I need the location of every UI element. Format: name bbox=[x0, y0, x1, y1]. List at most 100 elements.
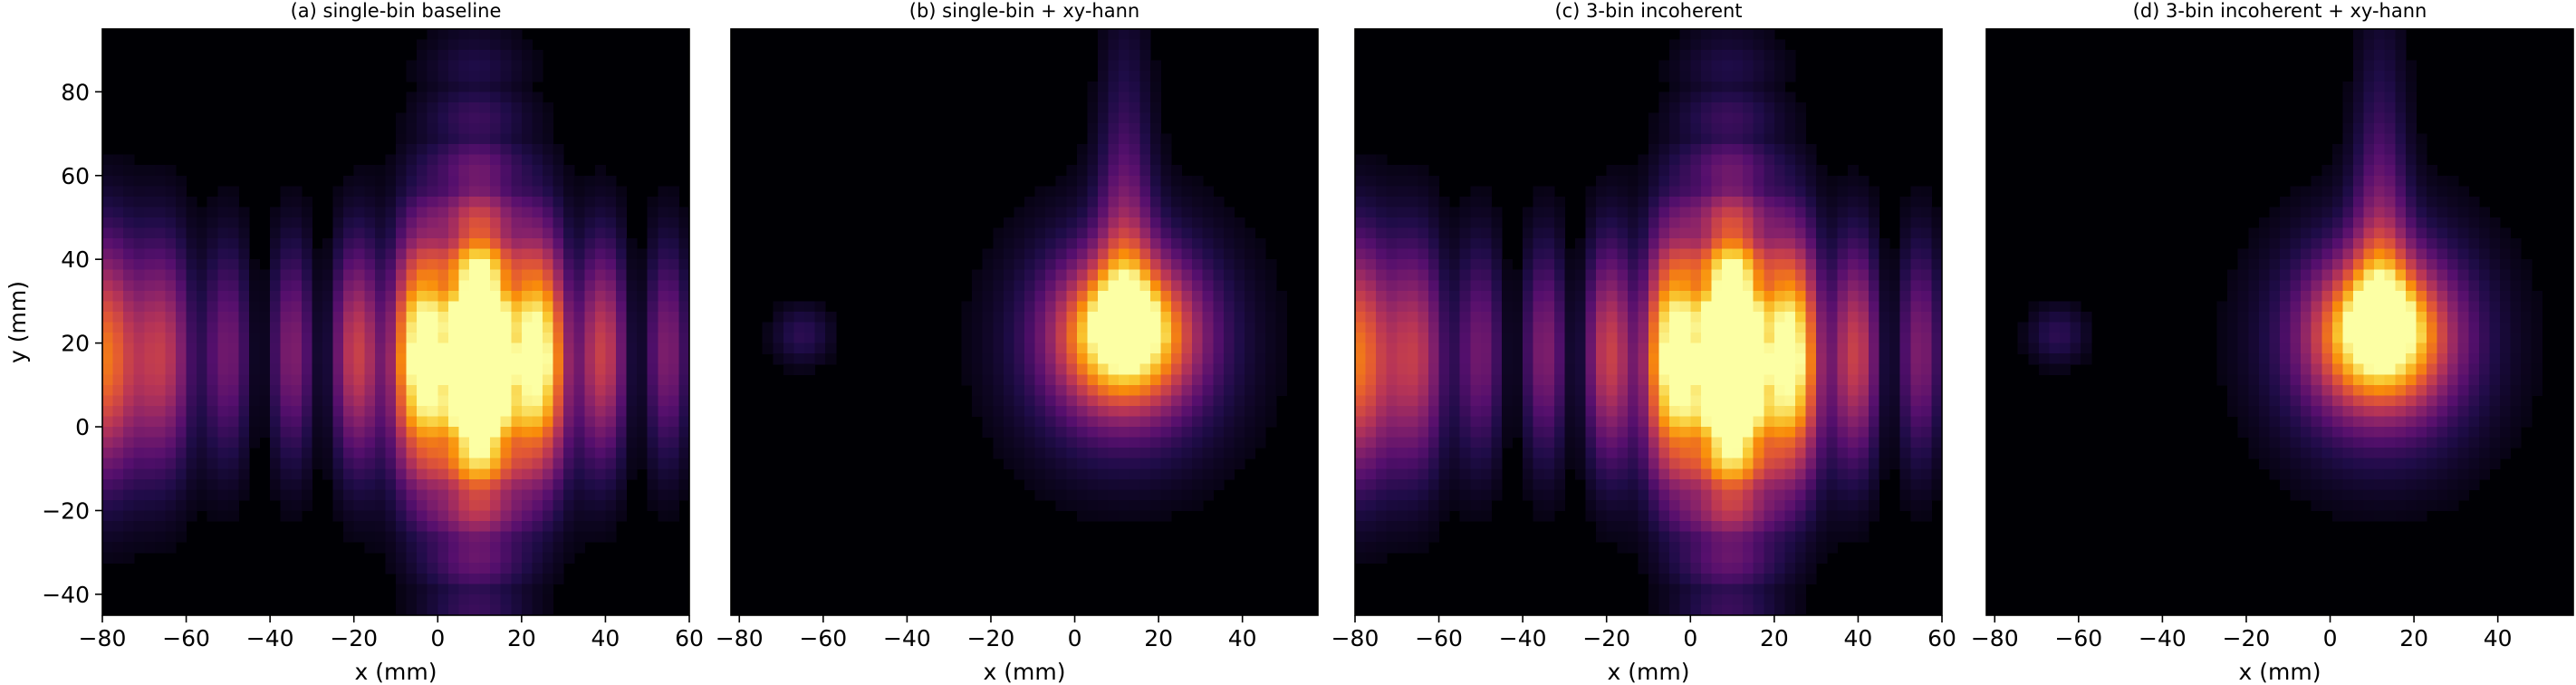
heatmap-cell bbox=[1045, 290, 1057, 302]
heatmap-cell bbox=[1055, 227, 1067, 239]
heatmap-cell bbox=[364, 521, 376, 533]
heatmap-cell bbox=[532, 165, 543, 177]
heatmap-cell bbox=[1826, 468, 1838, 480]
heatmap-cell bbox=[437, 542, 449, 554]
heatmap-cell bbox=[1784, 395, 1796, 407]
heatmap-cell bbox=[1795, 593, 1807, 606]
heatmap-cell bbox=[658, 395, 669, 407]
heatmap-cell bbox=[1192, 217, 1204, 229]
heatmap-cell bbox=[479, 217, 491, 229]
heatmap-cell bbox=[112, 207, 124, 218]
heatmap-cell bbox=[1045, 322, 1057, 333]
heatmap-cell bbox=[594, 342, 607, 354]
heatmap-cell bbox=[1679, 416, 1691, 428]
heatmap-cell bbox=[102, 154, 114, 166]
heatmap-cell bbox=[1129, 101, 1140, 114]
heatmap-cell bbox=[1512, 374, 1523, 386]
heatmap-cell bbox=[217, 186, 229, 198]
heatmap-cell bbox=[165, 186, 177, 198]
heatmap-cell bbox=[490, 542, 502, 554]
heatmap-cell bbox=[1690, 405, 1702, 418]
heatmap-cell bbox=[1129, 437, 1140, 449]
heatmap-cell bbox=[1234, 342, 1245, 354]
heatmap-cell bbox=[1386, 521, 1398, 533]
heatmap-cell bbox=[385, 280, 397, 292]
heatmap-cell bbox=[1470, 395, 1482, 407]
heatmap-cell bbox=[123, 405, 135, 418]
heatmap-cell bbox=[1055, 478, 1067, 490]
heatmap-cell bbox=[280, 405, 292, 418]
heatmap-cell bbox=[1024, 333, 1036, 344]
heatmap-cell bbox=[1098, 29, 1110, 41]
heatmap-cell bbox=[1669, 196, 1681, 208]
heatmap-cell bbox=[1606, 437, 1618, 449]
heatmap-cell bbox=[1014, 248, 1025, 260]
heatmap-cell bbox=[521, 563, 533, 574]
heatmap-cell bbox=[1764, 186, 1775, 198]
heatmap-cell bbox=[1585, 458, 1597, 469]
heatmap-cell bbox=[1149, 207, 1162, 218]
heatmap-cell bbox=[1376, 311, 1388, 323]
heatmap-cell bbox=[447, 154, 460, 166]
heatmap-cell bbox=[1066, 290, 1078, 302]
heatmap-cell bbox=[1149, 196, 1162, 208]
heatmap-cell bbox=[1784, 207, 1796, 218]
heatmap-cell bbox=[469, 563, 481, 574]
heatmap-cell bbox=[1459, 248, 1471, 260]
heatmap-cell bbox=[1543, 280, 1555, 292]
heatmap-cell bbox=[1376, 175, 1388, 187]
heatmap-cell bbox=[353, 186, 365, 198]
heatmap-cell bbox=[1076, 363, 1089, 375]
y-tick-label: 20 bbox=[61, 331, 90, 357]
heatmap-cell bbox=[301, 395, 313, 407]
heatmap-cell bbox=[1575, 280, 1587, 292]
heatmap-cell bbox=[374, 395, 387, 407]
heatmap-cell bbox=[374, 227, 387, 239]
heatmap-cell bbox=[1617, 363, 1629, 375]
heatmap-cell bbox=[573, 363, 585, 375]
heatmap-cell bbox=[343, 342, 355, 354]
heatmap-cell bbox=[1679, 363, 1691, 375]
heatmap-cell bbox=[647, 342, 658, 354]
heatmap-cell bbox=[197, 311, 208, 323]
heatmap-cell bbox=[1129, 510, 1140, 522]
heatmap-cell bbox=[1087, 374, 1099, 386]
heatmap-cell bbox=[1428, 301, 1440, 313]
heatmap-cell bbox=[1773, 521, 1786, 533]
heatmap-cell bbox=[1743, 604, 1754, 616]
heatmap-cell bbox=[417, 39, 428, 51]
heatmap-cell bbox=[458, 238, 470, 250]
heatmap-cell bbox=[1438, 353, 1450, 365]
heatmap-cell bbox=[1648, 531, 1660, 543]
heatmap-cell bbox=[447, 395, 460, 407]
heatmap-cell bbox=[1826, 458, 1838, 469]
heatmap-cell bbox=[511, 405, 523, 418]
heatmap-cell bbox=[469, 437, 481, 449]
heatmap-cell bbox=[1743, 71, 1754, 82]
heatmap-cell bbox=[1773, 342, 1786, 354]
heatmap-cell bbox=[1784, 521, 1796, 533]
heatmap-cell bbox=[647, 290, 658, 302]
heatmap-cell bbox=[1753, 448, 1764, 459]
heatmap-cell bbox=[1512, 384, 1523, 396]
heatmap-cell bbox=[406, 458, 418, 469]
heatmap-cell bbox=[1171, 448, 1183, 459]
heatmap-cell bbox=[1149, 238, 1162, 250]
heatmap-cell bbox=[396, 478, 408, 490]
heatmap-cell bbox=[1679, 374, 1691, 386]
heatmap-cell bbox=[102, 165, 114, 177]
heatmap-cell bbox=[1700, 521, 1713, 533]
heatmap-cell bbox=[563, 405, 575, 418]
heatmap-cell bbox=[511, 301, 523, 313]
heatmap-cell bbox=[1679, 50, 1691, 62]
heatmap-cell bbox=[637, 384, 649, 396]
heatmap-cell bbox=[1553, 489, 1566, 501]
heatmap-cell bbox=[1376, 227, 1388, 239]
heatmap-cell bbox=[993, 248, 1004, 260]
heatmap-cell bbox=[553, 542, 564, 554]
heatmap-cell bbox=[1764, 458, 1775, 469]
heatmap-cell bbox=[1533, 363, 1544, 375]
heatmap-cell bbox=[1160, 427, 1172, 439]
heatmap-cell bbox=[417, 165, 428, 177]
heatmap-cell bbox=[972, 280, 984, 292]
